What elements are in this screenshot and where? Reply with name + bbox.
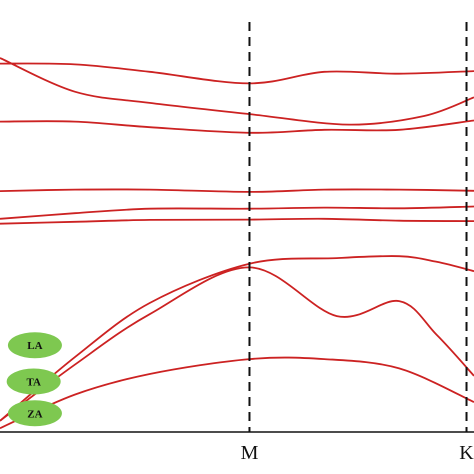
branch-line-4 <box>0 188 474 193</box>
mode-label-ellipse <box>7 332 62 359</box>
branch-line-6 <box>0 217 474 225</box>
branch-line-5 <box>0 205 474 220</box>
branch-line-1 <box>0 62 474 85</box>
mode-label-za: ZA <box>7 400 62 427</box>
branch-line-3 <box>0 119 474 134</box>
mode-label-text: LA <box>27 340 42 352</box>
mode-label-text: ZA <box>27 408 42 420</box>
branch-line-2 <box>0 57 474 126</box>
mode-labels: LA TA ZA <box>6 332 62 427</box>
dispersion-curves <box>0 57 474 430</box>
high-symmetry-lines <box>248 22 468 432</box>
mode-label-la: LA <box>7 332 62 359</box>
mode-label-ellipse <box>7 400 62 427</box>
mode-label-text: TA <box>26 377 41 389</box>
x-tick-label-K: K <box>459 442 474 464</box>
mode-label-ellipse <box>6 368 61 395</box>
mode-label-ta: TA <box>6 368 61 395</box>
x-tick-label-M: M <box>241 442 259 464</box>
branch-line-7 <box>0 255 474 422</box>
branch-line-8 <box>0 266 474 422</box>
